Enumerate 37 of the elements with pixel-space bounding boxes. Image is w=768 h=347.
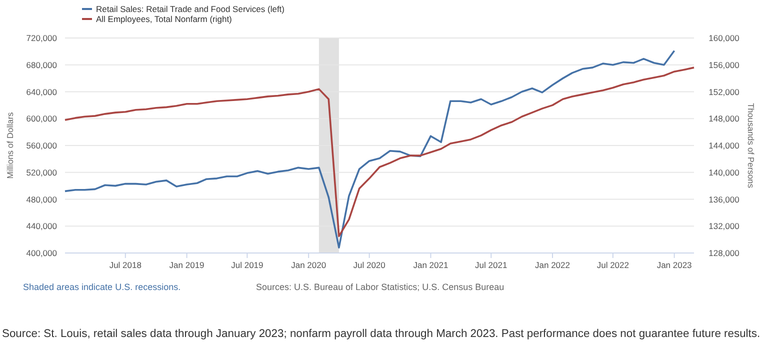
y2-tick-label: 152,000 <box>708 86 740 97</box>
legend-label: Retail Sales: Retail Trade and Food Services (left) <box>96 4 285 14</box>
y-tick-label: 640,000 <box>26 86 58 97</box>
y-tick-label: 720,000 <box>26 33 58 43</box>
y2-tick-label: 136,000 <box>708 194 740 204</box>
y2-tick-label: 132,000 <box>708 221 740 232</box>
x-tick-label: Jan 2021 <box>413 260 448 270</box>
y-tick-label: 520,000 <box>26 167 58 178</box>
y-tick-label: 600,000 <box>26 114 58 124</box>
x-tick-label: Jul 2022 <box>596 260 630 270</box>
y-axis-title: Millions of Dollars <box>5 112 15 179</box>
y2-tick-label: 160,000 <box>708 33 740 43</box>
y2-tick-label: 140,000 <box>708 167 740 178</box>
source-note: Sources: U.S. Bureau of Labor Statistics; U.S. Census Bureau <box>256 282 504 292</box>
line-series <box>64 50 676 249</box>
x-tick-label: Jul 2018 <box>109 260 142 270</box>
source-note: Source: St. Louis, retail sales data through January 2023; nonfarm payroll data through March 2023. Past performance does not guarantee future results. <box>2 328 760 340</box>
text: Shaded areas indicate U.S. recessions. <box>23 282 181 292</box>
y-tick-label: 440,000 <box>26 221 58 232</box>
x-tick-label: Jan 2023 <box>656 260 692 270</box>
y2-axis-title: Thousands of Persons <box>746 102 756 188</box>
x-tick-label: Jul 2019 <box>231 260 264 270</box>
y-tick-label: 680,000 <box>26 60 58 70</box>
y2-tick-label: 144,000 <box>708 140 740 150</box>
y-tick-label: 480,000 <box>26 194 58 204</box>
y2-tick-label: 128,000 <box>708 248 740 258</box>
x-tick-label: Jul 2020 <box>353 260 386 270</box>
y-tick-label: 400,000 <box>26 248 58 258</box>
x-tick-label: Jan 2020 <box>291 260 326 270</box>
legend-label: All Employees, Total Nonfarm (right) <box>96 14 232 24</box>
x-tick-label: Jan 2019 <box>169 260 205 270</box>
y-tick-label: 560,000 <box>26 140 58 150</box>
y2-tick-label: 156,000 <box>708 60 740 70</box>
y2-tick-label: 148,000 <box>708 114 740 124</box>
line-series <box>64 66 695 238</box>
x-tick-label: Jan 2022 <box>535 260 570 270</box>
x-tick-label: Jul 2021 <box>475 260 508 270</box>
